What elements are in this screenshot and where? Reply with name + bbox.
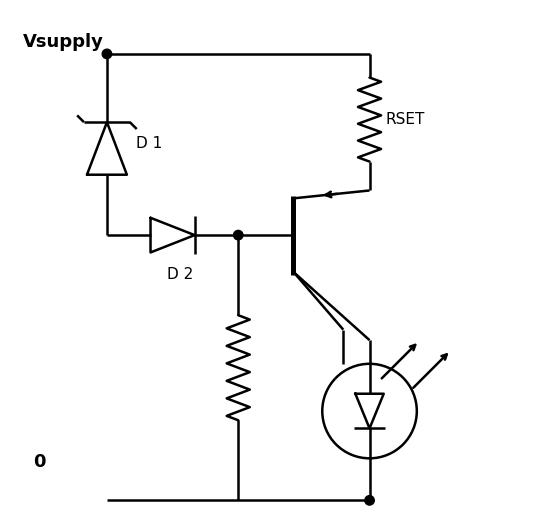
Text: D 2: D 2	[167, 267, 194, 281]
Circle shape	[365, 496, 374, 505]
Text: RSET: RSET	[386, 112, 425, 127]
Text: Vsupply: Vsupply	[23, 33, 104, 51]
Circle shape	[102, 49, 112, 59]
Text: 0: 0	[34, 454, 46, 472]
Text: D 1: D 1	[136, 136, 162, 150]
Circle shape	[234, 230, 243, 240]
